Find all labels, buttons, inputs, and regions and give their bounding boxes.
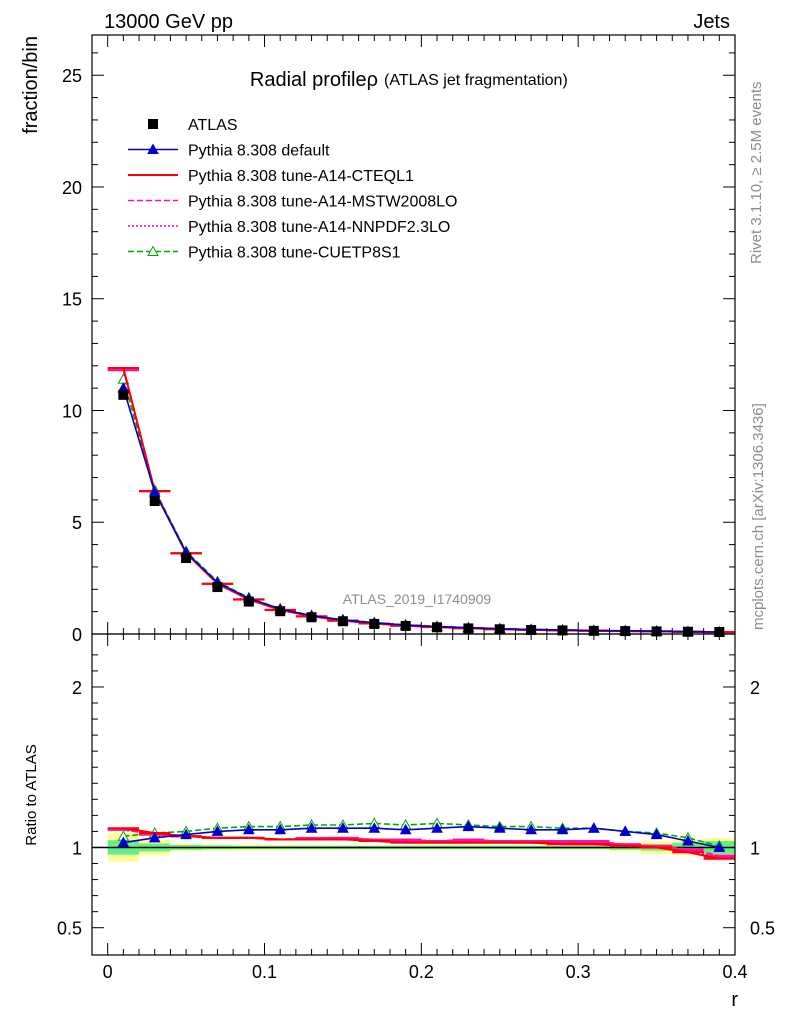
ratio-ytick-label-left-0: 0.5 xyxy=(57,919,82,939)
legend-label-pythia-8-308-default: Pythia 8.308 default xyxy=(188,143,330,160)
ratio-point-pythia-8-308-default-0 xyxy=(117,836,130,848)
ratio-frame xyxy=(91,633,736,956)
legend-label-pythia-8-308-tune-a14-mstw2008lo: Pythia 8.308 tune-A14-MSTW2008LO xyxy=(188,194,457,211)
ratio-point-pythia-8-308-default-3 xyxy=(211,825,224,836)
ratio-point-pythia-8-308-default-8 xyxy=(368,822,381,833)
main-point-atlas-10 xyxy=(432,622,443,633)
legend-label-atlas: ATLAS xyxy=(188,117,238,134)
ratio-panel: 0.5 0.5 1 1 2 2 0 0.1 0.2 0.3 0.4 Ratio to ATLAS r xyxy=(23,633,775,1011)
x-tick-label-2: 0.2 xyxy=(409,962,434,982)
main-point-atlas-3 xyxy=(212,582,223,593)
ratio-ytick-label-left-2: 2 xyxy=(72,678,82,698)
x-tick-label-4: 0.4 xyxy=(722,962,747,982)
ratio-point-pythia-8-308-default-5 xyxy=(274,823,287,835)
legend-label-pythia-8-308-tune-cuetp8s1: Pythia 8.308 tune-CUETP8S1 xyxy=(188,245,401,262)
ratio-point-pythia-8-308-default-17 xyxy=(650,828,663,840)
main-point-atlas-9 xyxy=(400,620,411,631)
ratio-point-pythia-8-308-default-13 xyxy=(525,823,537,835)
ratio-ytick-label-right-2: 2 xyxy=(750,678,760,698)
main-point-atlas-8 xyxy=(369,618,380,629)
ratio-ytick-label-right-0: 0.5 xyxy=(750,919,775,939)
main-point-atlas-6 xyxy=(306,612,317,623)
ratio-ylabel: Ratio to ATLAS xyxy=(23,744,40,845)
ratio-point-pythia-8-308-default-14 xyxy=(556,823,569,835)
ratio-point-pythia-8-308-default-9 xyxy=(399,823,412,835)
ratio-point-pythia-8-308-default-2 xyxy=(180,828,192,840)
main-subtitle: (ATLAS jet fragmentation) xyxy=(384,72,568,89)
legend-marker-pythia-8-308-default xyxy=(147,143,159,154)
main-ytick-label-0: 0 xyxy=(72,625,82,645)
main-point-atlas-4 xyxy=(243,596,254,607)
main-point-atlas-1 xyxy=(149,496,160,507)
ratio-point-pythia-8-308-default-15 xyxy=(588,822,600,833)
legend-marker-atlas xyxy=(148,119,158,129)
ratio-point-pythia-8-308-default-18 xyxy=(682,835,694,846)
header-energy: 13000 GeV pp xyxy=(104,11,233,33)
main-ytick-label-4: 20 xyxy=(62,178,82,198)
ratio-point-pythia-8-308-default-4 xyxy=(242,823,255,835)
ratio-point-pythia-8-308-default-6 xyxy=(305,822,318,833)
ratio-point-pythia-8-308-default-12 xyxy=(493,822,506,833)
main-point-atlas-2 xyxy=(181,553,192,564)
ratio-point-pythia-8-308-default-10 xyxy=(431,822,443,833)
mcplots-label: mcplots.cern.ch [arXiv:1306.3436] xyxy=(750,403,767,630)
x-tick-label-1: 0.1 xyxy=(252,962,277,982)
ratio-ytick-label-left-1: 1 xyxy=(72,838,82,858)
rivet-label: Rivet 3.1.10, ≥ 2.5M events xyxy=(748,82,765,265)
legend-label-pythia-8-308-tune-a14-nnpdf2-3lo: Pythia 8.308 tune-A14-NNPDF2.3LO xyxy=(188,219,450,236)
main-point-atlas-5 xyxy=(275,606,286,617)
legend-label-pythia-8-308-tune-a14-cteql1: Pythia 8.308 tune-A14-CTEQL1 xyxy=(188,168,414,185)
ratio-line-pythia-8-308-default xyxy=(123,825,720,849)
main-panel: 0 5 10 15 20 25 Radial profileρ (ATLAS jet fr… xyxy=(20,34,736,645)
x-tick-label-0: 0 xyxy=(103,962,113,982)
ratio-ytick-label-right-1: 1 xyxy=(750,838,760,858)
ratio-point-pythia-8-308-default-16 xyxy=(619,825,632,836)
legend: ATLAS Pythia 8.308 default Pythia 8.308 tu… xyxy=(128,117,457,262)
ratio-point-pythia-8-308-default-19 xyxy=(713,841,726,852)
legend-marker-pythia-8-308-tune-cuetp8s1 xyxy=(147,245,159,256)
main-point-atlas-0 xyxy=(118,389,129,400)
main-ytick-label-2: 10 xyxy=(62,401,82,421)
main-ytick-label-1: 5 xyxy=(72,513,82,533)
main-ytick-label-5: 25 xyxy=(62,66,82,86)
analysis-label: ATLAS_2019_I1740909 xyxy=(343,591,492,607)
ratio-point-pythia-8-308-default-1 xyxy=(148,831,161,843)
main-point-atlas-7 xyxy=(337,616,348,627)
ratio-point-pythia-8-308-default-7 xyxy=(337,822,349,833)
main-ylabel: fraction/bin xyxy=(20,36,42,134)
x-tick-label-3: 0.3 xyxy=(566,962,591,982)
main-title: Radial profileρ xyxy=(250,69,378,91)
ratio-point-pythia-8-308-default-11 xyxy=(462,820,475,832)
main-ytick-label-3: 15 xyxy=(62,290,82,310)
x-axis-label: r xyxy=(731,989,738,1011)
header-group: Jets xyxy=(693,11,730,33)
